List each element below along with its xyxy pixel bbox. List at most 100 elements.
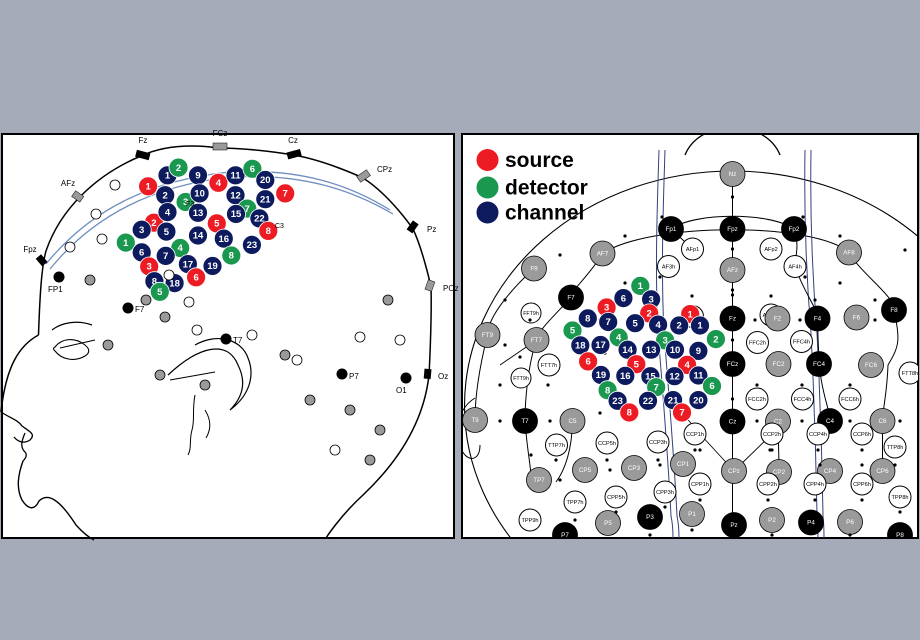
svg-text:8: 8 (627, 408, 632, 419)
svg-text:F6: F6 (853, 315, 861, 322)
svg-text:FCz: FCz (213, 129, 228, 138)
svg-text:5: 5 (634, 359, 640, 370)
svg-text:1: 1 (638, 281, 644, 292)
svg-text:13: 13 (193, 208, 204, 219)
svg-text:CCP3h: CCP3h (649, 440, 667, 446)
svg-text:CP3: CP3 (628, 465, 641, 472)
svg-text:F8: F8 (890, 307, 898, 314)
svg-text:FFC2h: FFC2h (749, 341, 766, 347)
svg-text:7: 7 (283, 189, 288, 200)
svg-text:Nz: Nz (729, 171, 737, 178)
svg-text:Fpz: Fpz (727, 226, 738, 233)
svg-text:FFT9h: FFT9h (523, 311, 539, 317)
svg-text:6: 6 (621, 293, 626, 304)
svg-text:23: 23 (247, 240, 258, 251)
svg-text:Fz: Fz (139, 136, 148, 145)
svg-text:P5: P5 (604, 520, 612, 527)
svg-text:23: 23 (612, 396, 623, 407)
svg-text:FFC4h: FFC4h (793, 340, 810, 346)
svg-text:channel: channel (505, 202, 584, 225)
svg-text:CCP5h: CCP5h (598, 441, 616, 447)
svg-text:FC2: FC2 (773, 361, 785, 368)
svg-text:FTT7h: FTT7h (541, 363, 557, 369)
svg-text:C3: C3 (275, 223, 284, 230)
svg-text:AFz: AFz (61, 179, 75, 188)
svg-text:8: 8 (229, 251, 234, 262)
svg-text:Fp1: Fp1 (666, 226, 677, 233)
svg-text:O1: O1 (396, 386, 407, 395)
svg-text:FCC6h: FCC6h (841, 397, 859, 403)
svg-text:2: 2 (163, 190, 168, 201)
svg-text:CPP6h: CPP6h (853, 482, 871, 488)
svg-text:8: 8 (266, 226, 271, 237)
svg-text:CPP3h: CPP3h (656, 490, 674, 496)
svg-text:TTP8h: TTP8h (887, 445, 904, 451)
svg-text:2: 2 (176, 163, 181, 174)
svg-text:F3: F3 (186, 201, 194, 208)
svg-text:FTT9h: FTT9h (513, 376, 529, 382)
svg-text:P2: P2 (768, 517, 776, 524)
svg-text:9: 9 (696, 346, 701, 357)
svg-text:source: source (505, 149, 574, 172)
svg-text:FT9: FT9 (482, 332, 494, 339)
svg-text:4: 4 (684, 360, 690, 371)
svg-text:2: 2 (713, 334, 718, 345)
svg-text:C4: C4 (826, 418, 835, 425)
svg-text:15: 15 (231, 209, 242, 220)
svg-text:11: 11 (230, 171, 241, 182)
svg-text:21: 21 (260, 194, 271, 205)
svg-text:T7: T7 (233, 336, 243, 345)
svg-text:CP6: CP6 (876, 468, 889, 475)
svg-text:3: 3 (147, 262, 152, 273)
svg-text:6: 6 (250, 164, 255, 175)
svg-text:Oz: Oz (438, 372, 448, 381)
svg-text:3: 3 (604, 303, 609, 314)
svg-text:2: 2 (677, 321, 682, 332)
svg-text:9: 9 (195, 171, 200, 182)
svg-text:1: 1 (123, 238, 129, 249)
svg-text:F9: F9 (530, 266, 538, 273)
svg-text:20: 20 (693, 395, 704, 406)
svg-text:3: 3 (139, 225, 144, 236)
svg-text:AFp1: AFp1 (686, 247, 699, 253)
svg-text:F4: F4 (814, 316, 822, 323)
svg-text:5: 5 (214, 219, 220, 230)
svg-text:FC4: FC4 (813, 361, 825, 368)
svg-text:FT7: FT7 (531, 337, 543, 344)
svg-text:1: 1 (688, 309, 694, 320)
svg-text:CCP2h: CCP2h (763, 432, 781, 438)
svg-text:AF8: AF8 (843, 250, 855, 257)
svg-text:Fp2: Fp2 (789, 226, 800, 233)
svg-text:2: 2 (151, 218, 156, 229)
svg-text:5: 5 (570, 326, 576, 337)
svg-text:17: 17 (595, 340, 606, 351)
svg-text:4: 4 (616, 333, 622, 344)
svg-text:18: 18 (575, 341, 586, 352)
svg-text:CPz: CPz (728, 468, 740, 475)
svg-text:4: 4 (178, 243, 184, 254)
svg-text:Cz: Cz (729, 419, 737, 426)
svg-text:FP1: FP1 (48, 285, 63, 294)
svg-text:6: 6 (585, 357, 590, 368)
svg-text:10: 10 (194, 189, 205, 200)
svg-text:AF3h: AF3h (662, 265, 675, 271)
svg-text:FC6: FC6 (865, 362, 877, 369)
svg-text:P1: P1 (688, 511, 696, 518)
svg-text:CCP6h: CCP6h (853, 432, 871, 438)
svg-text:19: 19 (207, 261, 218, 272)
svg-text:POz: POz (443, 284, 459, 293)
svg-text:CP5: CP5 (579, 467, 592, 474)
svg-text:TPP8h: TPP8h (891, 495, 908, 501)
svg-text:5: 5 (164, 227, 170, 238)
svg-text:FCC2h: FCC2h (748, 397, 766, 403)
svg-text:T9: T9 (471, 417, 479, 424)
svg-text:12: 12 (669, 371, 680, 382)
svg-text:CPz: CPz (377, 165, 392, 174)
svg-text:Fz: Fz (729, 316, 736, 323)
svg-text:8: 8 (605, 385, 610, 396)
svg-text:CPP5h: CPP5h (607, 495, 625, 501)
svg-text:7: 7 (163, 251, 168, 262)
svg-text:16: 16 (219, 234, 230, 245)
svg-text:P6: P6 (846, 519, 854, 526)
svg-text:13: 13 (646, 345, 657, 356)
